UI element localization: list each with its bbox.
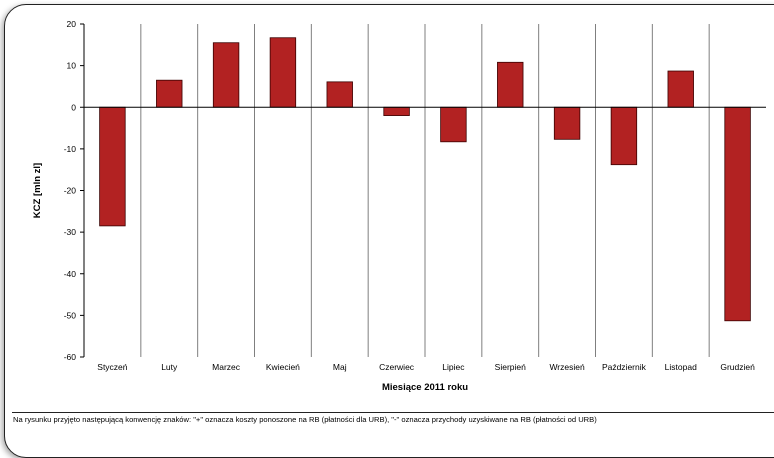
footnote: Na rysunku przyjęto następującą konwencj… [13, 415, 597, 424]
footnote-divider [12, 412, 774, 413]
axes [80, 23, 766, 358]
bar [269, 37, 297, 108]
y-tick-label: -20 [64, 186, 77, 196]
y-tick-label: -10 [64, 144, 77, 154]
bar [99, 106, 126, 227]
x-tick-label: Lipiec [442, 362, 465, 372]
y-tick-label: -40 [64, 269, 77, 279]
chart-frame [4, 4, 774, 458]
y-tick-label: -60 [64, 352, 77, 362]
x-tick-label: Marzec [212, 362, 241, 372]
x-tick-label: Kwiecień [266, 362, 300, 372]
x-tick-label: Sierpień [495, 362, 526, 372]
x-tick-label: Czerwiec [379, 362, 415, 372]
bar [553, 106, 581, 140]
y-tick-label: 20 [67, 19, 77, 29]
y-tick-labels: 20 10 0 -10 -20 -30 -40 -50 -60 [64, 19, 77, 362]
x-tick-label: Styczeń [97, 362, 128, 372]
bar [724, 106, 751, 322]
bar [326, 81, 353, 108]
bar [497, 61, 524, 108]
y-tick-label: -50 [64, 310, 77, 320]
x-tick-label: Listopad [665, 362, 697, 372]
y-axis-title: KCZ [mln zl] [32, 163, 43, 218]
bar [610, 106, 638, 166]
x-axis-title: Miesiące 2011 roku [382, 382, 468, 393]
x-tick-label: Maj [333, 362, 347, 372]
x-tick-label: Grudzień [720, 362, 755, 372]
x-tick-label: Luty [161, 362, 178, 372]
grid-lines [140, 24, 710, 357]
x-tick-labels: Styczeń Luty Marzec Kwiecień Maj Czerwiec Lipi… [97, 362, 755, 372]
bar-chart: 20 10 0 -10 -20 -30 -40 -50 -60 Styczeń Luty Marze… [32, 19, 766, 393]
y-tick-label: 0 [71, 102, 76, 112]
bar [156, 79, 183, 108]
bar [440, 106, 467, 143]
bars [99, 37, 751, 322]
y-tick-label: 10 [67, 61, 77, 71]
bar [212, 42, 240, 108]
bar [667, 70, 694, 108]
x-tick-label: Wrzesień [549, 362, 585, 372]
bar [383, 106, 410, 116]
y-tick-label: -30 [64, 227, 77, 237]
x-tick-label: Październik [602, 362, 647, 372]
